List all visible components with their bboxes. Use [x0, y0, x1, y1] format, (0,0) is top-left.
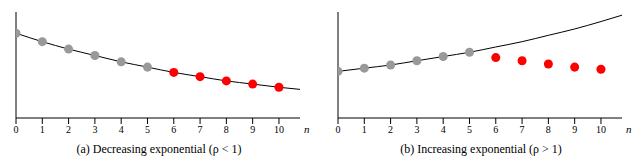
svg-text:n: n: [626, 123, 632, 135]
svg-text:n: n: [304, 123, 310, 135]
svg-text:6: 6: [171, 124, 176, 135]
svg-text:7: 7: [198, 124, 203, 135]
svg-text:8: 8: [546, 124, 551, 135]
svg-text:10: 10: [596, 124, 606, 135]
svg-text:8: 8: [224, 124, 229, 135]
svg-text:6: 6: [493, 124, 498, 135]
svg-text:1: 1: [40, 124, 45, 135]
svg-text:4: 4: [119, 124, 124, 135]
svg-text:1: 1: [362, 124, 367, 135]
svg-text:3: 3: [414, 124, 419, 135]
svg-text:3: 3: [92, 124, 97, 135]
html-text:(b) Increasing exponential (ρ: (b) Increasing exponential (ρ > 1): [400, 142, 562, 156]
svg-text:5: 5: [467, 124, 472, 135]
html-text:(a) Decreasing exponential (ρ: (a) Decreasing exponential (ρ < 1): [76, 142, 242, 156]
svg-text:9: 9: [250, 124, 255, 135]
svg-text:2: 2: [388, 124, 393, 135]
svg-text:7: 7: [520, 124, 525, 135]
svg-text:4: 4: [441, 124, 446, 135]
svg-text:9: 9: [572, 124, 577, 135]
svg-text:5: 5: [145, 124, 150, 135]
svg-text:10: 10: [274, 124, 284, 135]
svg-text:0: 0: [14, 124, 19, 135]
svg-text:0: 0: [336, 124, 341, 135]
svg-text:2: 2: [66, 124, 71, 135]
